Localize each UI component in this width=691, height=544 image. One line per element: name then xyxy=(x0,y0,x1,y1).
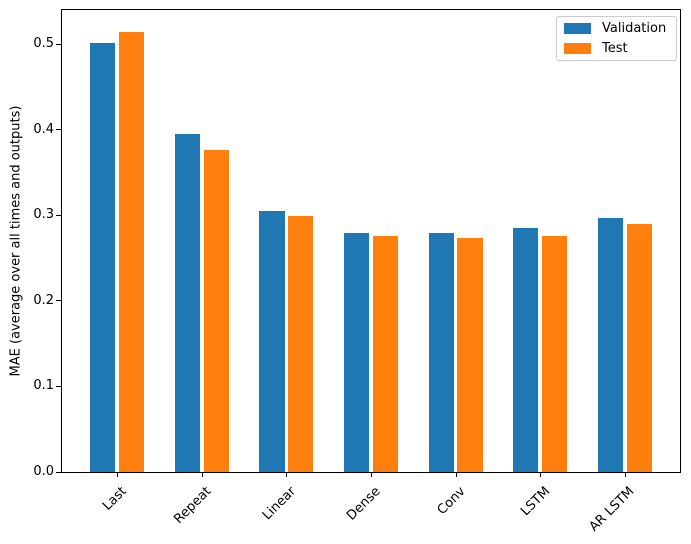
x-tick-label-conv: Conv xyxy=(434,484,469,518)
bar-test-conv xyxy=(457,237,483,472)
x-tick-mark-conv xyxy=(455,472,457,477)
y-tick-label-0.4: 0.4 xyxy=(33,121,54,137)
y-tick-mark-0.0 xyxy=(56,471,62,473)
y-tick-mark-0.5 xyxy=(56,43,62,45)
y-tick-mark-0.4 xyxy=(56,129,62,131)
bar-test-linear xyxy=(288,216,314,472)
bar-validation-conv xyxy=(428,233,454,472)
bar-validation-lstm xyxy=(513,228,539,472)
legend-item-test: Test xyxy=(564,41,676,56)
bar-validation-dense xyxy=(343,233,370,472)
x-tick-label-ar-lstm: AR LSTM xyxy=(586,484,638,535)
y-tick-mark-0.2 xyxy=(56,300,62,302)
bar-test-ar-lstm xyxy=(626,223,652,472)
y-tick-label-0.2: 0.2 xyxy=(33,292,54,308)
bar-validation-linear xyxy=(259,211,285,472)
bar-test-repeat xyxy=(203,150,229,472)
bar-validation-ar-lstm xyxy=(597,217,624,472)
x-tick-mark-lstm xyxy=(540,472,542,477)
legend-label-test: Test xyxy=(602,41,628,56)
y-tick-mark-0.1 xyxy=(56,385,62,387)
x-tick-mark-ar-lstm xyxy=(624,472,626,477)
legend-label-validation: Validation xyxy=(602,21,667,36)
plot-area xyxy=(61,9,681,473)
y-tick-label-0.5: 0.5 xyxy=(33,36,54,52)
y-axis-label: MAE (average over all times and outputs) xyxy=(8,105,24,377)
y-tick-mark-0.3 xyxy=(56,214,62,216)
legend: Validation Test xyxy=(556,16,677,61)
bar-test-lstm xyxy=(541,235,568,472)
test-color-swatch xyxy=(564,43,591,54)
legend-item-validation: Validation xyxy=(564,21,676,36)
x-tick-label-dense: Dense xyxy=(343,484,384,524)
y-tick-label-0.1: 0.1 xyxy=(33,378,54,394)
y-tick-label-0.3: 0.3 xyxy=(33,207,54,223)
x-tick-mark-linear xyxy=(286,472,288,477)
x-tick-label-repeat: Repeat xyxy=(171,484,215,527)
x-tick-mark-dense xyxy=(371,472,372,477)
x-tick-label-lstm: LSTM xyxy=(517,484,553,520)
validation-color-swatch xyxy=(564,23,591,34)
y-tick-label-0.0: 0.0 xyxy=(33,464,54,479)
bar-validation-last xyxy=(90,43,116,472)
x-tick-mark-last xyxy=(117,472,119,477)
x-tick-label-linear: Linear xyxy=(259,484,299,524)
bar-validation-repeat xyxy=(174,134,201,472)
bar-test-last xyxy=(118,32,145,472)
x-tick-mark-repeat xyxy=(201,472,203,477)
x-tick-label-last: Last xyxy=(100,484,130,514)
bar-test-dense xyxy=(372,235,399,472)
